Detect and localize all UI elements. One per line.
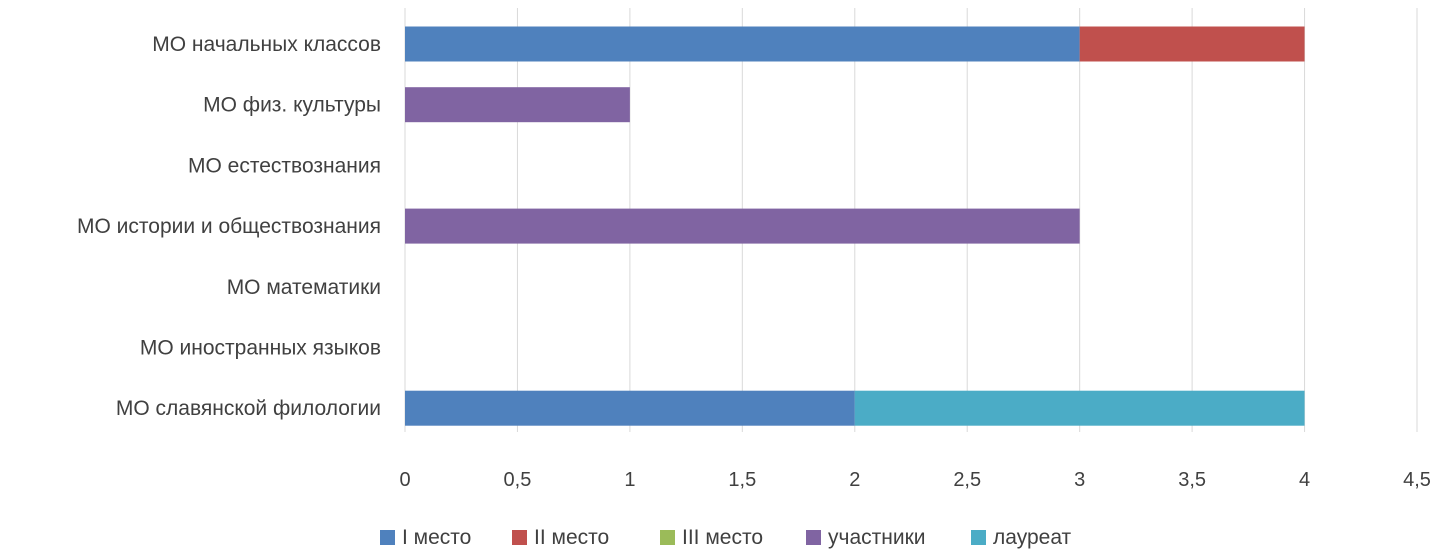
legend-label: III место [682,526,763,549]
category-label: МО математики [227,276,381,299]
x-tick-label: 3 [1074,469,1085,491]
x-tick-label: 0,5 [504,469,532,491]
legend: I место II место III место участники лауреат [380,526,1072,549]
x-tick-label: 2,5 [953,469,981,491]
bar-segment [405,208,1080,244]
category-label: МО естествознания [188,154,381,177]
x-tick-label: 4,5 [1403,469,1431,491]
x-tick-label: 2 [849,469,860,491]
category-label: МО иностранных языков [140,337,381,360]
legend-swatch [971,530,986,545]
legend-swatch [660,530,675,545]
bar-segment [405,26,1080,62]
category-label: МО начальных классов [152,33,381,56]
category-labels: МО начальных классов МО физ. культуры МО е… [77,33,381,420]
bars [405,26,1305,426]
x-tick-label: 3,5 [1178,469,1206,491]
category-label: МО истории и обществознания [77,215,381,238]
x-tick-labels: 0 0,5 1 1,5 2 2,5 3 3,5 4 4,5 [399,469,1430,491]
x-tick-label: 4 [1299,469,1310,491]
legend-label: участники [828,526,925,549]
legend-label: I место [402,526,471,549]
bar-segment [854,390,1305,426]
bar-segment [405,390,855,426]
x-tick-label: 0 [399,469,410,491]
legend-label: лауреат [993,526,1072,549]
legend-swatch [806,530,821,545]
legend-label: II место [534,526,609,549]
bar-segment [405,87,630,123]
x-tick-label: 1,5 [728,469,756,491]
legend-swatch [380,530,395,545]
bar-segment [1079,26,1305,62]
category-label: МО физ. культуры [203,94,381,117]
legend-swatch [512,530,527,545]
x-tick-label: 1 [624,469,635,491]
category-label: МО славянской филологии [116,397,381,420]
